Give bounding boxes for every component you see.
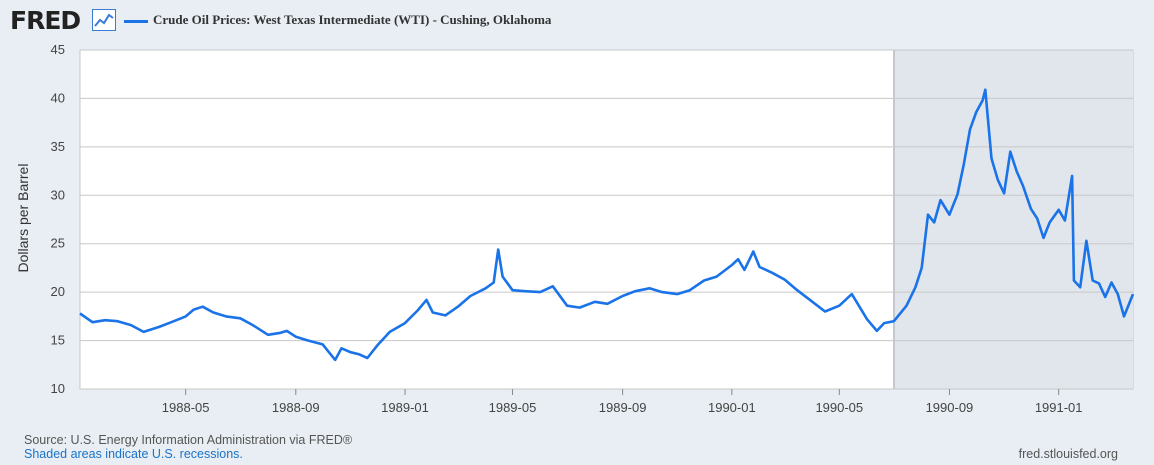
- y-tick-label: 25: [51, 236, 65, 251]
- y-tick-label: 40: [51, 90, 65, 105]
- x-tick-label: 1990-09: [926, 400, 974, 415]
- y-tick-label: 30: [51, 187, 65, 202]
- y-tick-label: 35: [51, 139, 65, 154]
- grid-lines: [80, 49, 1133, 390]
- legend-series-label: Crude Oil Prices: West Texas Intermediat…: [153, 12, 552, 27]
- recession-shading: [893, 50, 1133, 389]
- y-tick-label: 10: [51, 381, 65, 396]
- line-chart-icon: [92, 9, 116, 31]
- series-line-wti: [79, 88, 1135, 362]
- recession-note[interactable]: Shaded areas indicate U.S. recessions.: [24, 447, 243, 461]
- fred-logo[interactable]: FRED: [10, 6, 81, 35]
- y-tick-label: 20: [51, 284, 65, 299]
- y-tick-label: 15: [51, 333, 65, 348]
- x-tick-label: 1990-01: [708, 400, 756, 415]
- x-tick-label: 1988-05: [162, 400, 210, 415]
- y-tick-label: 45: [51, 42, 65, 57]
- x-tick-label: 1991-01: [1035, 400, 1083, 415]
- x-tick-label: 1988-09: [272, 400, 320, 415]
- y-axis-ticks: 10 15 20 25 30 35 40 45: [51, 42, 65, 396]
- x-axis-ticks: 1988-05 1988-09 1989-01 1989-05 1989-09 1990-…: [162, 389, 1083, 415]
- y-axis-title: Dollars per Barrel: [15, 164, 31, 273]
- x-tick-label: 1989-09: [599, 400, 647, 415]
- source-note: Source: U.S. Energy Information Administ…: [24, 433, 353, 447]
- x-tick-label: 1990-05: [815, 400, 863, 415]
- plot-area: [79, 49, 1134, 390]
- recession-band: [893, 50, 1133, 389]
- x-tick-label: 1989-01: [381, 400, 429, 415]
- site-url[interactable]: fred.stlouisfed.org: [1018, 447, 1118, 461]
- x-tick-label: 1989-05: [489, 400, 537, 415]
- legend-line-swatch: [124, 20, 148, 23]
- chart-header: FRED Crude Oil Prices: West Texas Interm…: [0, 0, 1154, 40]
